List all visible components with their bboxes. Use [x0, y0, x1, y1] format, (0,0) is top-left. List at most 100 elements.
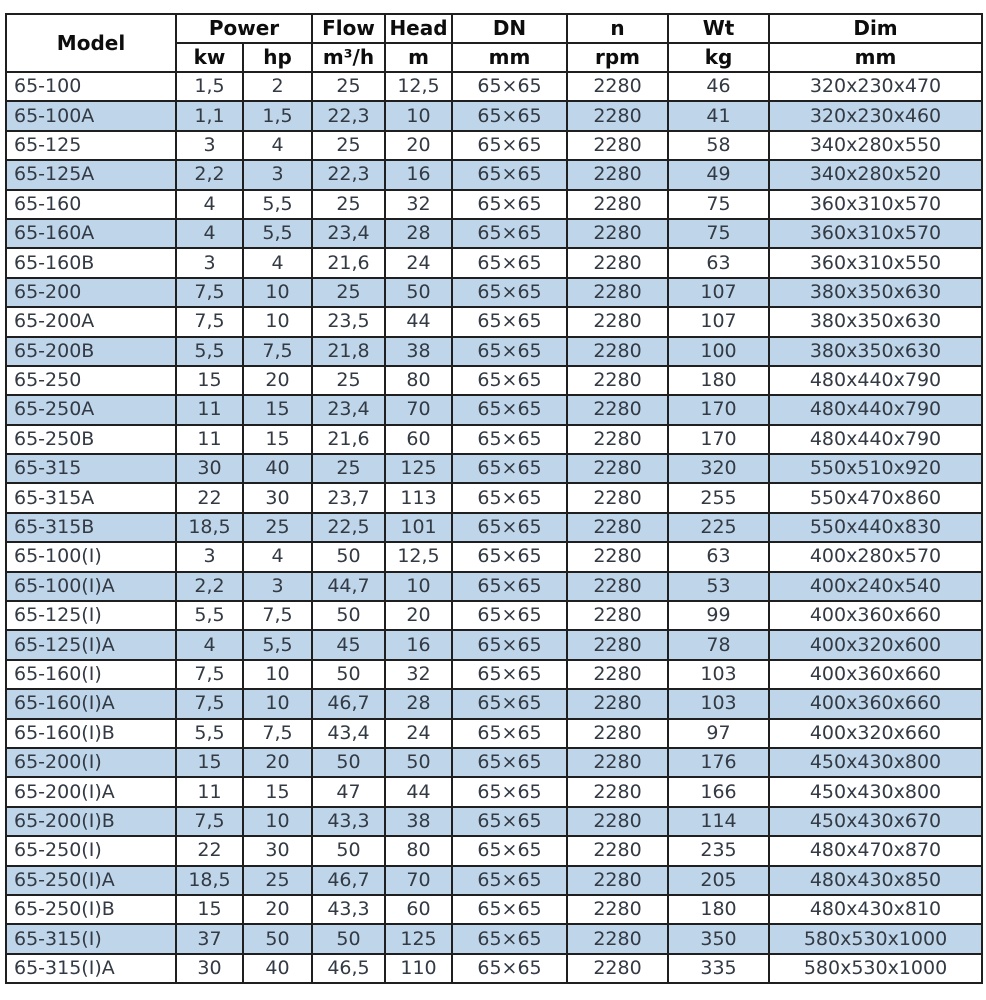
cell-model: 65-125	[5, 129, 177, 162]
cell-n: 2280	[566, 511, 669, 544]
cell-wt: 176	[667, 746, 770, 779]
cell-kw: 7,5	[175, 805, 244, 838]
cell-wt: 103	[667, 658, 770, 691]
cell-n: 2280	[566, 217, 669, 250]
cell-model: 65-315A	[5, 482, 177, 514]
cell-model: 65-160(I)	[5, 658, 177, 691]
cell-hp: 20	[242, 893, 313, 926]
cell-dn: 65×65	[451, 776, 568, 808]
cell-model: 65-200(I)	[5, 746, 177, 779]
cell-head: 70	[384, 394, 453, 426]
cell-head: 60	[384, 893, 453, 926]
cell-flow: 47	[311, 776, 386, 808]
cell-wt: 255	[667, 482, 770, 514]
table-row: 65-250(I)B 15 20 43,3 60 65×65 2280 180 480x430x…	[5, 893, 983, 926]
cell-wt: 97	[667, 717, 770, 749]
cell-dn: 65×65	[451, 893, 568, 926]
cell-dim: 380x350x630	[768, 306, 983, 338]
cell-wt: 41	[667, 100, 770, 132]
cell-flow: 25	[311, 188, 386, 220]
table-row: 65-250B 11 15 21,6 60 65×65 2280 170 480x440x790	[5, 423, 983, 456]
cell-kw: 11	[175, 776, 244, 808]
cell-wt: 170	[667, 423, 770, 456]
cell-flow: 21,6	[311, 247, 386, 279]
cell-head: 60	[384, 423, 453, 456]
table-row: 65-315B 18,5 25 22,5 101 65×65 2280 225 550x440x…	[5, 511, 983, 544]
cell-wt: 225	[667, 511, 770, 544]
table-row: 65-125(I)A 4 5,5 45 16 65×65 2280 78 400x320x600	[5, 629, 983, 661]
cell-model: 65-250	[5, 364, 177, 397]
cell-n: 2280	[566, 159, 669, 191]
cell-kw: 1,1	[175, 100, 244, 132]
table-row: 65-200(I)B 7,5 10 43,3 38 65×65 2280 114 450x430…	[5, 805, 983, 838]
cell-dn: 65×65	[451, 100, 568, 132]
cell-kw: 11	[175, 423, 244, 456]
cell-head: 101	[384, 511, 453, 544]
cell-head: 32	[384, 188, 453, 220]
cell-dn: 65×65	[451, 658, 568, 691]
cell-dim: 480x470x870	[768, 835, 983, 867]
cell-dim: 400x240x540	[768, 570, 983, 603]
cell-hp: 10	[242, 805, 313, 838]
table-row: 65-250(I)A 18,5 25 46,7 70 65×65 2280 205 480x43…	[5, 864, 983, 896]
cell-wt: 63	[667, 247, 770, 279]
cell-wt: 99	[667, 600, 770, 632]
cell-head: 44	[384, 776, 453, 808]
table-row: 65-100(I) 3 4 50 12,5 65×65 2280 63 400x280x570	[5, 541, 983, 573]
cell-kw: 18,5	[175, 864, 244, 896]
cell-dim: 360x310x550	[768, 247, 983, 279]
table-row: 65-315(I)A 30 40 46,5 110 65×65 2280 335 580x530…	[5, 952, 983, 985]
cell-model: 65-250A	[5, 394, 177, 426]
cell-wt: 63	[667, 541, 770, 573]
cell-dn: 65×65	[451, 129, 568, 162]
cell-n: 2280	[566, 864, 669, 896]
cell-head: 110	[384, 952, 453, 985]
cell-kw: 7,5	[175, 306, 244, 338]
cell-head: 32	[384, 658, 453, 691]
cell-model: 65-100(I)A	[5, 570, 177, 603]
table-row: 65-250 15 20 25 80 65×65 2280 180 480x440x790	[5, 364, 983, 397]
cell-dn: 65×65	[451, 864, 568, 896]
table-row: 65-100 1,5 2 25 12,5 65×65 2280 46 320x230x470	[5, 70, 983, 103]
cell-wt: 103	[667, 688, 770, 720]
cell-model: 65-125(I)	[5, 600, 177, 632]
cell-n: 2280	[566, 70, 669, 103]
cell-wt: 170	[667, 394, 770, 426]
cell-head: 20	[384, 129, 453, 162]
table-row: 65-250(I) 22 30 50 80 65×65 2280 235 480x470x870	[5, 835, 983, 867]
table-header: Model Power Flow Head DN n Wt Dim kw hp …	[5, 13, 983, 73]
spec-table-body: 65-100 1,5 2 25 12,5 65×65 2280 46 320x230x470 65…	[5, 70, 983, 985]
table-row: 65-160 4 5,5 25 32 65×65 2280 75 360x310x570	[5, 188, 983, 220]
header-row-labels: Model Power Flow Head DN n Wt Dim	[5, 13, 983, 73]
header-dn: DN	[451, 13, 568, 44]
cell-n: 2280	[566, 453, 669, 485]
cell-dn: 65×65	[451, 159, 568, 191]
cell-head: 20	[384, 600, 453, 632]
cell-hp: 5,5	[242, 629, 313, 661]
cell-dim: 400x320x600	[768, 629, 983, 661]
cell-hp: 5,5	[242, 188, 313, 220]
cell-n: 2280	[566, 893, 669, 926]
table-row: 65-160(I)A 7,5 10 46,7 28 65×65 2280 103 400x360…	[5, 688, 983, 720]
cell-head: 16	[384, 159, 453, 191]
cell-flow: 50	[311, 658, 386, 691]
cell-n: 2280	[566, 188, 669, 220]
cell-model: 65-250(I)B	[5, 893, 177, 926]
cell-model: 65-100	[5, 70, 177, 103]
cell-head: 38	[384, 805, 453, 838]
cell-n: 2280	[566, 423, 669, 456]
cell-dn: 65×65	[451, 453, 568, 485]
cell-model: 65-100A	[5, 100, 177, 132]
cell-flow: 50	[311, 746, 386, 779]
cell-kw: 22	[175, 482, 244, 514]
pump-spec-table: Model Power Flow Head DN n Wt Dim kw hp …	[5, 13, 983, 985]
cell-hp: 5,5	[242, 217, 313, 250]
cell-dim: 320x230x470	[768, 70, 983, 103]
table-row: 65-100(I)A 2,2 3 44,7 10 65×65 2280 53 400x240x5…	[5, 570, 983, 603]
table-row: 65-125A 2,2 3 22,3 16 65×65 2280 49 340x280x520	[5, 159, 983, 191]
cell-dim: 450x430x800	[768, 746, 983, 779]
cell-n: 2280	[566, 364, 669, 397]
cell-flow: 25	[311, 276, 386, 309]
cell-head: 24	[384, 717, 453, 749]
cell-dim: 480x430x810	[768, 893, 983, 926]
